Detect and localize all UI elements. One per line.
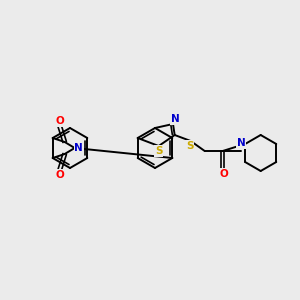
Text: O: O [55,116,64,126]
Text: S: S [186,141,194,151]
Text: O: O [219,169,228,179]
Text: N: N [237,138,245,148]
Text: S: S [155,146,162,156]
Text: N: N [74,143,83,153]
Text: O: O [55,170,64,180]
Text: N: N [171,114,179,124]
